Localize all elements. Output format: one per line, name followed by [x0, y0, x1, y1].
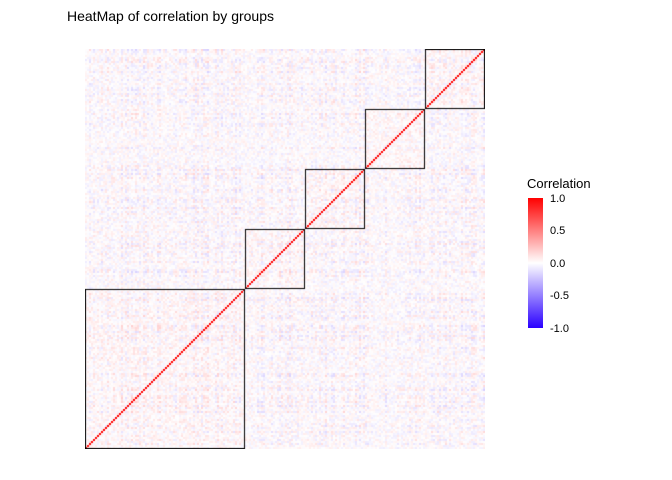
legend-title: Correlation	[527, 176, 591, 191]
legend-tick: 0.5	[550, 225, 566, 237]
legend: Correlation 1.0 0.5 0.0 -0.5 -1.0	[520, 176, 670, 356]
legend-tick: 0.0	[550, 258, 566, 270]
legend-tick: -1.0	[550, 323, 569, 335]
correlation-heatmap-canvas	[85, 49, 485, 449]
legend-colorbar	[528, 198, 543, 328]
legend-tick: -0.5	[550, 290, 569, 302]
legend-tick: 1.0	[550, 193, 566, 205]
chart-title: HeatMap of correlation by groups	[67, 8, 274, 24]
